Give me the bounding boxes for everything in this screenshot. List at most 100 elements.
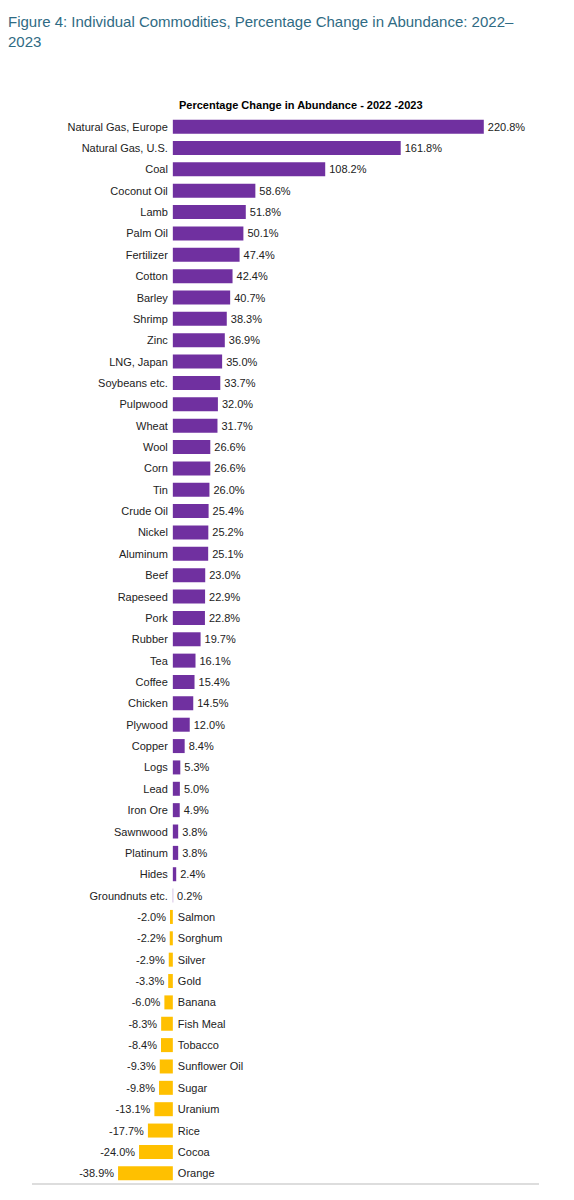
svg-text:Tin: Tin xyxy=(153,484,168,496)
svg-text:Tea: Tea xyxy=(150,655,169,667)
svg-text:Salmon: Salmon xyxy=(178,911,215,923)
svg-text:12.0%: 12.0% xyxy=(194,719,225,731)
svg-text:38.3%: 38.3% xyxy=(231,313,262,325)
svg-text:25.1%: 25.1% xyxy=(212,548,243,560)
svg-text:Hides: Hides xyxy=(140,868,169,880)
svg-text:33.7%: 33.7% xyxy=(224,377,255,389)
svg-text:Sugar: Sugar xyxy=(178,1082,208,1094)
svg-text:Lamb: Lamb xyxy=(140,206,168,218)
svg-text:Palm Oil: Palm Oil xyxy=(126,227,168,239)
svg-text:31.7%: 31.7% xyxy=(221,420,252,432)
svg-text:19.7%: 19.7% xyxy=(205,633,236,645)
svg-text:14.5%: 14.5% xyxy=(197,697,228,709)
svg-text:50.1%: 50.1% xyxy=(247,227,278,239)
svg-text:Platinum: Platinum xyxy=(125,847,168,859)
svg-text:Wheat: Wheat xyxy=(136,420,168,432)
svg-text:220.8%: 220.8% xyxy=(488,121,526,133)
svg-text:Beef: Beef xyxy=(145,569,169,581)
svg-text:Coffee: Coffee xyxy=(136,676,168,688)
svg-text:42.4%: 42.4% xyxy=(237,270,268,282)
svg-text:26.6%: 26.6% xyxy=(214,441,245,453)
svg-text:Cotton: Cotton xyxy=(135,270,167,282)
svg-text:LNG, Japan: LNG, Japan xyxy=(109,356,168,368)
svg-text:Uranium: Uranium xyxy=(178,1103,220,1115)
svg-text:Nickel: Nickel xyxy=(138,526,168,538)
svg-text:Sunflower Oil: Sunflower Oil xyxy=(178,1060,243,1072)
svg-text:-24.0%: -24.0% xyxy=(100,1146,135,1158)
svg-text:Lead: Lead xyxy=(143,783,167,795)
svg-text:Crude Oil: Crude Oil xyxy=(121,505,167,517)
svg-text:Coconut Oil: Coconut Oil xyxy=(110,185,167,197)
svg-text:Copper: Copper xyxy=(132,740,168,752)
svg-text:Rubber: Rubber xyxy=(132,633,168,645)
svg-text:Aluminum: Aluminum xyxy=(119,548,168,560)
svg-text:Pulpwood: Pulpwood xyxy=(120,398,168,410)
svg-text:Corn: Corn xyxy=(144,462,168,474)
svg-text:Iron Ore: Iron Ore xyxy=(127,804,167,816)
svg-text:-17.7%: -17.7% xyxy=(109,1125,144,1137)
svg-text:51.8%: 51.8% xyxy=(250,206,281,218)
svg-text:-8.4%: -8.4% xyxy=(128,1039,157,1051)
svg-text:161.8%: 161.8% xyxy=(405,142,443,154)
svg-text:40.7%: 40.7% xyxy=(234,292,265,304)
svg-text:Natural Gas, Europe: Natural Gas, Europe xyxy=(68,121,168,133)
svg-text:Banana: Banana xyxy=(178,996,217,1008)
svg-text:Fish Meal: Fish Meal xyxy=(178,1018,226,1030)
svg-text:5.0%: 5.0% xyxy=(184,783,209,795)
svg-text:Natural Gas, U.S.: Natural Gas, U.S. xyxy=(82,142,168,154)
svg-text:35.0%: 35.0% xyxy=(226,356,257,368)
svg-text:Soybeans etc.: Soybeans etc. xyxy=(98,377,168,389)
svg-text:36.9%: 36.9% xyxy=(229,334,260,346)
svg-text:Rapeseed: Rapeseed xyxy=(118,591,168,603)
svg-text:Shrimp: Shrimp xyxy=(133,313,168,325)
svg-text:Sawnwood: Sawnwood xyxy=(114,826,168,838)
svg-text:Silver: Silver xyxy=(178,954,206,966)
svg-text:Plywood: Plywood xyxy=(126,719,168,731)
svg-text:Logs: Logs xyxy=(144,761,168,773)
svg-text:25.2%: 25.2% xyxy=(212,526,243,538)
svg-text:2.4%: 2.4% xyxy=(180,868,205,880)
svg-text:Pork: Pork xyxy=(145,612,168,624)
svg-text:-3.3%: -3.3% xyxy=(135,975,164,987)
svg-text:Coal: Coal xyxy=(145,163,168,175)
svg-text:8.4%: 8.4% xyxy=(189,740,214,752)
svg-text:23.0%: 23.0% xyxy=(209,569,240,581)
svg-text:Cocoa: Cocoa xyxy=(178,1146,211,1158)
svg-text:Chicken: Chicken xyxy=(128,697,168,709)
svg-text:22.8%: 22.8% xyxy=(209,612,240,624)
svg-text:5.3%: 5.3% xyxy=(184,761,209,773)
svg-text:58.6%: 58.6% xyxy=(259,185,290,197)
svg-text:-9.8%: -9.8% xyxy=(126,1082,155,1094)
svg-text:Fertilizer: Fertilizer xyxy=(126,249,169,261)
svg-text:-6.0%: -6.0% xyxy=(132,996,161,1008)
svg-text:3.8%: 3.8% xyxy=(182,826,207,838)
svg-text:108.2%: 108.2% xyxy=(329,163,367,175)
svg-text:32.0%: 32.0% xyxy=(222,398,253,410)
svg-text:Barley: Barley xyxy=(137,292,169,304)
svg-text:26.0%: 26.0% xyxy=(213,484,244,496)
svg-text:Gold: Gold xyxy=(178,975,201,987)
svg-text:-9.3%: -9.3% xyxy=(127,1060,156,1072)
svg-text:26.6%: 26.6% xyxy=(214,462,245,474)
svg-text:Groundnuts etc.: Groundnuts etc. xyxy=(90,890,168,902)
svg-text:4.9%: 4.9% xyxy=(184,804,209,816)
svg-text:Wool: Wool xyxy=(143,441,168,453)
svg-text:16.1%: 16.1% xyxy=(200,655,231,667)
svg-text:25.4%: 25.4% xyxy=(213,505,244,517)
svg-text:-8.3%: -8.3% xyxy=(128,1018,157,1030)
svg-text:47.4%: 47.4% xyxy=(244,249,275,261)
svg-text:-38.9%: -38.9% xyxy=(79,1167,114,1179)
svg-text:0.2%: 0.2% xyxy=(177,890,202,902)
svg-text:22.9%: 22.9% xyxy=(209,591,240,603)
svg-text:-13.1%: -13.1% xyxy=(116,1103,151,1115)
svg-text:Orange: Orange xyxy=(178,1167,215,1179)
svg-text:-2.2%: -2.2% xyxy=(137,932,166,944)
svg-text:Rice: Rice xyxy=(178,1125,200,1137)
svg-text:Sorghum: Sorghum xyxy=(178,932,223,944)
svg-text:-2.9%: -2.9% xyxy=(136,954,165,966)
svg-text:Tobacco: Tobacco xyxy=(178,1039,219,1051)
svg-text:3.8%: 3.8% xyxy=(182,847,207,859)
svg-text:-2.0%: -2.0% xyxy=(137,911,166,923)
svg-text:Zinc: Zinc xyxy=(147,334,168,346)
svg-text:15.4%: 15.4% xyxy=(199,676,230,688)
